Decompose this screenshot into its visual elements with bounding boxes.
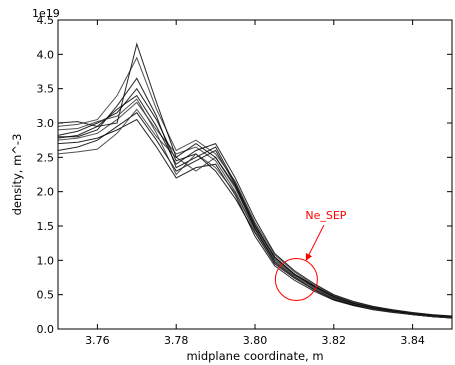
y-axis-title: density, m^-3 — [10, 134, 24, 216]
density-profile-line — [57, 101, 453, 318]
y-tick-label: 0.5 — [37, 289, 55, 302]
y-tick-label: 2.5 — [37, 151, 55, 164]
y-tick-label: 1.5 — [37, 220, 55, 233]
x-tick-label: 3.80 — [243, 334, 268, 347]
y-tick-label: 4.5 — [37, 14, 55, 27]
x-tick-label: 3.82 — [322, 334, 347, 347]
ne-sep-annotation: Ne_SEP — [274, 209, 347, 302]
y-tick-label: 3.0 — [37, 117, 55, 130]
plot-frame — [57, 19, 453, 330]
density-profile-line — [58, 77, 453, 318]
y-tick-label: 3.5 — [37, 83, 55, 96]
y-tick-label: 4.0 — [37, 48, 55, 61]
x-axis: 3.76 3.78 3.80 3.82 3.84 — [85, 20, 425, 347]
x-tick-label: 3.84 — [400, 334, 425, 347]
y-axis: 0.0 0.5 1.0 1.5 2.0 2.5 3.0 3.5 4.0 4.5 — [37, 14, 452, 336]
y-exponent-label: 1e19 — [32, 7, 60, 20]
y-tick-label: 1.0 — [37, 254, 55, 267]
plot-lines — [57, 42, 453, 319]
x-axis-title: midplane coordinate, m — [186, 349, 323, 363]
y-tick-label: 0.0 — [37, 323, 55, 336]
x-tick-label: 3.78 — [164, 334, 189, 347]
x-tick-label: 3.76 — [85, 334, 110, 347]
y-tick-label: 2.0 — [37, 186, 55, 199]
annotation-circle — [274, 258, 318, 302]
density-profile-line — [57, 42, 453, 319]
density-profile-line — [57, 112, 453, 318]
density-profile-line — [57, 108, 453, 318]
density-profile-line — [57, 118, 453, 319]
density-profile-line — [57, 98, 453, 319]
density-profile-line — [57, 94, 453, 317]
annotation-label: Ne_SEP — [305, 209, 346, 222]
density-profile-line — [57, 56, 453, 318]
annotation-arrow-head — [305, 253, 313, 261]
